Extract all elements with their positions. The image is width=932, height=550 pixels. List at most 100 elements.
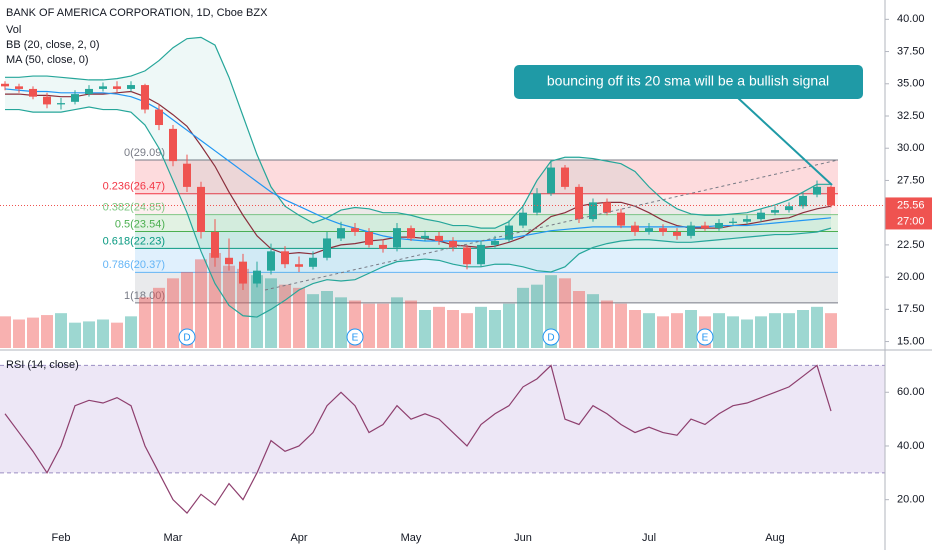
volume-bar: [363, 303, 375, 348]
candle-body: [43, 96, 51, 105]
volume-bar: [139, 297, 151, 348]
volume-bar: [111, 322, 123, 348]
indicator-label: Vol: [6, 24, 21, 36]
volume-bar: [265, 278, 277, 348]
candle-body: [1, 83, 9, 87]
volume-bar: [237, 268, 249, 348]
x-tick-label: May: [401, 532, 422, 544]
candle-body: [631, 225, 639, 232]
candle-body: [71, 94, 79, 102]
volume-bar: [321, 291, 333, 348]
volume-bar: [769, 313, 781, 348]
volume-bar: [601, 300, 613, 348]
volume-bar: [587, 294, 599, 348]
candle-body: [449, 241, 457, 248]
volume-bar: [755, 316, 767, 348]
volume-bar: [293, 287, 305, 348]
candle-body: [491, 241, 499, 245]
y-tick-label: 37.50: [897, 45, 925, 57]
candle-body: [267, 251, 275, 271]
candle-body: [407, 228, 415, 239]
fib-label: 0(29.09): [124, 147, 165, 159]
candle-body: [15, 86, 23, 89]
rsi-band: [0, 365, 885, 473]
volume-bar: [713, 313, 725, 348]
volume-bar: [153, 287, 165, 348]
last-price-label: 25.56: [897, 199, 925, 211]
candle-body: [813, 186, 821, 195]
event-marker: [542, 328, 560, 346]
candle-body: [211, 232, 219, 258]
candle-body: [715, 222, 723, 229]
volume-bar: [405, 300, 417, 348]
volume-bar: [503, 303, 515, 348]
candle-body: [421, 235, 429, 239]
candle-body: [295, 264, 303, 267]
fib-label: 0.5(23.54): [115, 218, 165, 230]
volume-bar: [307, 294, 319, 348]
candle-body: [393, 228, 401, 248]
y-tick-label: 40.00: [897, 440, 925, 452]
volume-bar: [643, 313, 655, 348]
volume-bar: [559, 278, 571, 348]
candle-body: [113, 86, 121, 89]
candle-body: [197, 186, 205, 232]
candle-body: [673, 232, 681, 236]
candle-body: [99, 86, 107, 89]
candle-body: [519, 212, 527, 226]
volume-bar: [475, 306, 487, 348]
candle-body: [225, 257, 233, 265]
candle-body: [561, 167, 569, 187]
volume-bar: [279, 284, 291, 348]
candle-body: [645, 228, 653, 232]
event-label: E: [702, 333, 709, 344]
rsi-title: RSI (14, close): [6, 359, 79, 371]
volume-bar: [615, 303, 627, 348]
y-tick-label: 32.50: [897, 110, 925, 122]
last-price-box: [885, 197, 932, 230]
candle-body: [253, 270, 261, 284]
volume-bar: [251, 275, 263, 348]
trend-line: [264, 159, 839, 291]
volume-bar: [97, 319, 109, 348]
candle-body: [771, 210, 779, 213]
y-tick-label: 20.00: [897, 271, 925, 283]
x-tick-label: Mar: [164, 532, 183, 544]
candle-body: [435, 235, 443, 242]
y-tick-label: 30.00: [897, 142, 925, 154]
callout-arrow: [737, 97, 833, 186]
candle-body: [239, 261, 247, 284]
volume-bar: [419, 310, 431, 348]
countdown-label: 27:00: [897, 215, 925, 227]
volume-bar: [671, 313, 683, 348]
candle-body: [757, 212, 765, 220]
y-tick-label: 20.00: [897, 494, 925, 506]
candle-body: [589, 202, 597, 220]
fib-band: [135, 272, 838, 303]
candle-body: [477, 244, 485, 265]
candle-body: [547, 167, 555, 194]
candle-body: [309, 257, 317, 267]
candle-body: [743, 219, 751, 222]
candle-body: [337, 228, 345, 239]
candle-body: [505, 225, 513, 240]
fib-label: 0.236(26.47): [103, 181, 165, 193]
candle-body: [85, 88, 93, 95]
volume-bar: [125, 316, 137, 348]
candle-body: [365, 232, 373, 245]
x-tick-label: Jul: [642, 532, 656, 544]
candle-body: [29, 88, 37, 97]
candle-body: [659, 228, 667, 232]
volume-bar: [727, 316, 739, 348]
fib-label: 1(18.00): [124, 290, 165, 302]
volume-bar: [83, 321, 95, 348]
volume-bar: [657, 316, 669, 348]
volume-bar: [377, 303, 389, 348]
event-label: E: [352, 333, 359, 344]
volume-bar: [783, 313, 795, 348]
volume-bar: [13, 319, 25, 348]
candle-body: [183, 163, 191, 187]
indicator-label: MA (50, close, 0): [6, 54, 89, 66]
volume-bar: [167, 278, 179, 348]
